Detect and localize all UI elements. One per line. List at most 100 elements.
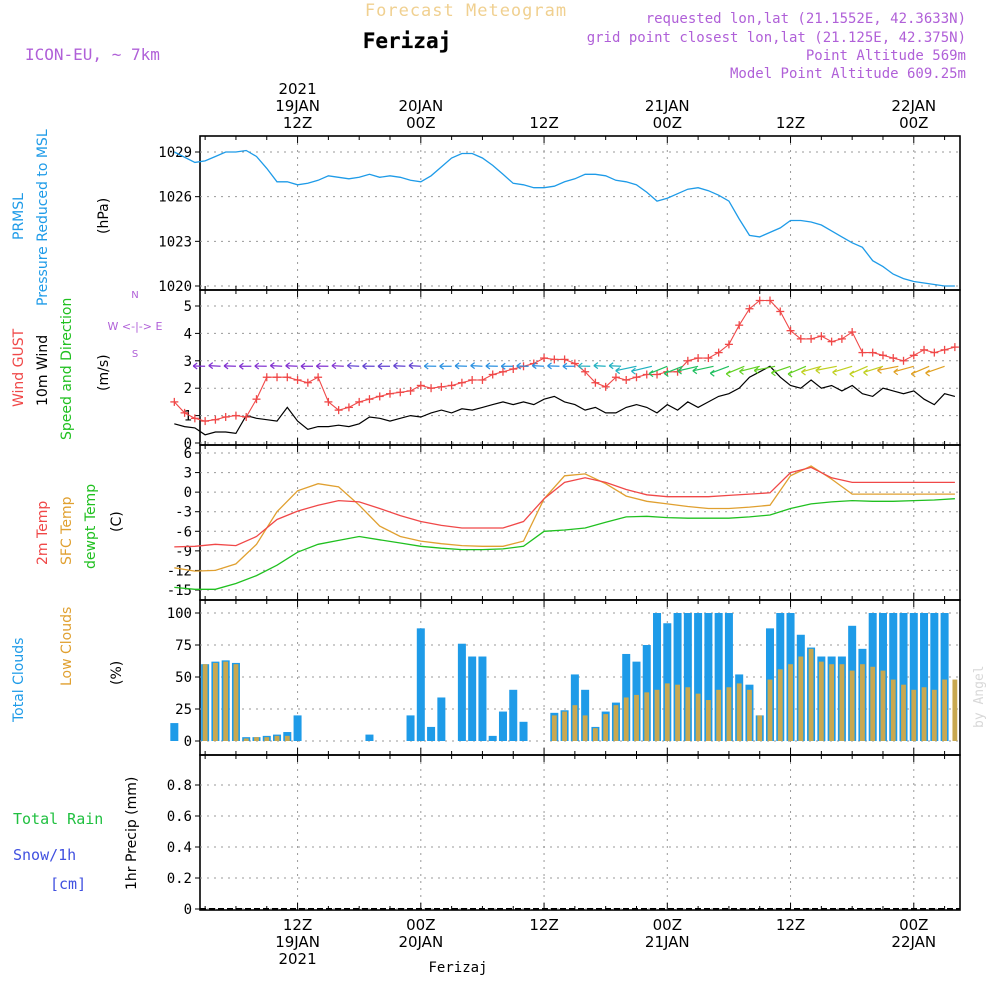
wind-unit-label: (m/s)	[96, 354, 112, 391]
precip-panel: 0 0.2 0.4 0.6 0.8	[167, 754, 961, 918]
chart-title: Forecast Meteogram	[365, 1, 567, 21]
time-axis-label: 00Z	[899, 114, 928, 132]
low-cloud-bar	[870, 666, 876, 741]
watermark: by Angel	[972, 665, 987, 728]
total-cloud-bar	[930, 613, 939, 741]
low-cloud-bar	[623, 697, 629, 741]
wind-direction-arrow	[300, 362, 313, 370]
wind-arrow-head	[562, 362, 568, 367]
wind-direction-arrow	[346, 362, 360, 370]
precip-unit-label: 1hr Precip (mm)	[124, 777, 140, 890]
gust-marker	[334, 406, 343, 415]
gust-marker	[283, 373, 292, 382]
wind-arrow-shaft	[832, 365, 853, 373]
time-axis-label: 12Z	[776, 916, 805, 934]
requested-coords: requested lon,lat (21.1552E, 42.3633N)	[646, 11, 966, 27]
model-altitude: Model Point Altitude 609.25m	[730, 66, 966, 82]
total-cloud-bar	[683, 613, 692, 741]
location-title: Ferizaj	[363, 29, 452, 53]
wind-arrow-head	[269, 362, 275, 367]
wind-arrow-head	[849, 370, 855, 375]
wind-arrow-head	[631, 370, 636, 375]
wind-direction-arrow	[454, 362, 468, 370]
gust-marker	[190, 414, 199, 423]
precip-ytick-label: 0.8	[167, 778, 192, 794]
wind-arrow-head	[500, 365, 506, 370]
wind-arrow-head	[663, 373, 669, 377]
wind-arrow-head	[893, 368, 899, 373]
clouds-ytick-label: 100	[167, 606, 192, 622]
gust-marker	[909, 351, 918, 360]
temp2m-line	[174, 466, 955, 548]
gust-marker	[735, 321, 744, 330]
wind-direction-arrow	[849, 365, 868, 378]
gust-marker	[591, 378, 600, 387]
wind-direction-arrow	[739, 365, 760, 375]
low-cloud-bar	[839, 664, 845, 741]
total-cloud-bar	[694, 613, 703, 741]
wind-arrow-head	[393, 362, 398, 367]
low-cloud-bar	[223, 661, 229, 741]
compass-n: N	[131, 290, 138, 301]
wind-arrow-head	[615, 367, 621, 372]
wind-arrow-shaft	[408, 365, 421, 367]
wind-arrow-head	[423, 365, 429, 370]
cloud-unit-label: (%)	[109, 661, 125, 685]
temperature-ytick-label: 3	[184, 466, 192, 482]
wind-arrow-shaft	[863, 365, 884, 374]
total-cloud-bar	[509, 689, 518, 741]
wind-arrow-head	[615, 370, 621, 375]
wind-direction-arrow	[863, 365, 884, 376]
wind-arrow-shaft	[470, 365, 483, 367]
total-clouds-label: Total Clouds	[11, 638, 27, 723]
total-cloud-bar	[293, 715, 302, 741]
wind-arrow-head	[709, 369, 715, 374]
sfc-label: SFC Temp	[59, 496, 75, 565]
gust-marker	[262, 373, 271, 382]
total-cloud-bar	[365, 734, 374, 741]
wind-arrow-shaft	[877, 365, 899, 371]
wind-panel: 0 1 2 3 4 5	[184, 289, 961, 452]
gust-marker	[807, 334, 816, 343]
wind-arrow-head	[454, 362, 460, 367]
clouds-ytick-label: 75	[175, 638, 192, 654]
gust-label: Wind GUST	[11, 328, 27, 407]
gust-marker	[653, 370, 662, 379]
wind-arrow-shaft	[771, 365, 791, 374]
low-cloud-bar	[664, 683, 670, 741]
low-cloud-bar	[952, 679, 958, 741]
dewpt-label: dewpt Temp	[83, 484, 99, 569]
wind-arrow-head	[254, 365, 260, 370]
total-cloud-bar	[498, 711, 507, 741]
gust-marker	[386, 389, 394, 398]
wind-arrow-head	[300, 365, 306, 370]
wind-arrow-head	[208, 362, 214, 367]
wind-ytick-label: 4	[184, 326, 192, 342]
gust-marker	[622, 375, 631, 384]
low-cloud-bar	[613, 705, 619, 741]
temperature-ytick-label: -6	[175, 524, 192, 540]
wind-arrow-head	[331, 365, 337, 370]
wind-arrow-head	[925, 369, 930, 374]
gust-marker	[940, 345, 949, 354]
wind-arrow-head	[547, 365, 552, 370]
wind-arrow-shaft	[270, 365, 283, 367]
wind-arrow-head	[832, 368, 837, 373]
low-cloud-bar	[603, 714, 609, 741]
wind-direction-arrow	[608, 362, 622, 370]
gust-marker	[427, 384, 436, 393]
low-cloud-bar	[747, 689, 752, 741]
gust-marker	[221, 412, 230, 421]
wind-direction-arrow	[238, 362, 252, 370]
gust-marker	[498, 367, 507, 376]
gust-marker	[344, 403, 353, 412]
wind-arrow-head	[331, 362, 337, 367]
wind-arrow-head	[753, 370, 759, 374]
gust-marker	[252, 395, 261, 404]
prmsl-unit-label: (hPa)	[96, 198, 112, 234]
pressure-line	[174, 149, 955, 287]
wind-arrow-head	[500, 362, 506, 367]
wind-arrow-head	[531, 365, 537, 370]
clouds-ytick-label: 0	[184, 734, 192, 750]
